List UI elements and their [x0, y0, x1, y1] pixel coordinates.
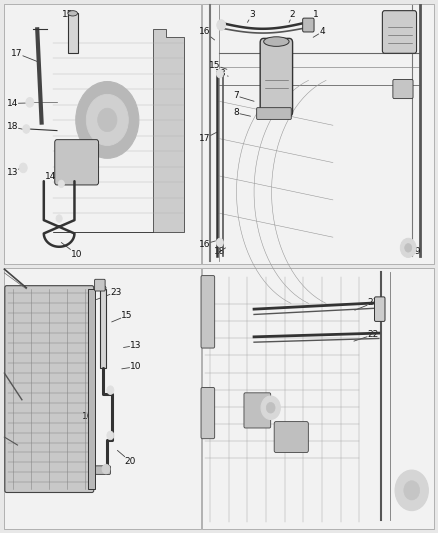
Circle shape [266, 402, 275, 413]
FancyBboxPatch shape [382, 11, 417, 53]
Circle shape [261, 396, 280, 419]
Circle shape [23, 125, 30, 133]
Circle shape [107, 386, 114, 394]
FancyBboxPatch shape [55, 140, 99, 185]
FancyBboxPatch shape [244, 393, 271, 428]
FancyBboxPatch shape [201, 276, 215, 348]
Polygon shape [53, 29, 184, 232]
Text: 24: 24 [256, 409, 268, 421]
Text: 13: 13 [124, 341, 141, 350]
Text: 4: 4 [313, 28, 325, 37]
Text: 15: 15 [62, 11, 74, 24]
Circle shape [98, 108, 117, 132]
Circle shape [395, 470, 428, 511]
FancyBboxPatch shape [303, 18, 314, 32]
FancyBboxPatch shape [202, 4, 434, 264]
FancyBboxPatch shape [274, 422, 308, 453]
Text: 21: 21 [355, 298, 379, 310]
Circle shape [216, 238, 223, 247]
FancyBboxPatch shape [4, 268, 201, 529]
Bar [88, 289, 95, 489]
Circle shape [58, 180, 64, 188]
Text: 2: 2 [289, 11, 295, 22]
FancyBboxPatch shape [4, 4, 201, 264]
Text: 17: 17 [11, 49, 39, 62]
Text: 19: 19 [403, 247, 422, 256]
FancyBboxPatch shape [257, 108, 291, 119]
Text: 5: 5 [394, 85, 410, 96]
FancyBboxPatch shape [95, 466, 110, 474]
Text: 1: 1 [311, 11, 318, 24]
Circle shape [86, 94, 128, 146]
Text: 18: 18 [215, 69, 228, 78]
Ellipse shape [264, 37, 289, 46]
Text: 14: 14 [7, 99, 33, 108]
Text: 22: 22 [354, 330, 379, 341]
Circle shape [216, 69, 223, 78]
Text: 8: 8 [233, 109, 251, 117]
FancyBboxPatch shape [202, 268, 434, 529]
FancyBboxPatch shape [201, 387, 215, 439]
Text: 3: 3 [247, 11, 255, 22]
Circle shape [400, 238, 416, 257]
Text: 14: 14 [45, 173, 57, 181]
FancyBboxPatch shape [95, 279, 105, 291]
Text: 15: 15 [112, 311, 133, 322]
FancyBboxPatch shape [260, 38, 293, 116]
Ellipse shape [68, 11, 78, 16]
Circle shape [26, 98, 34, 107]
Text: 10: 10 [61, 243, 82, 259]
Bar [68, 13, 78, 53]
Text: 10: 10 [122, 362, 141, 371]
FancyBboxPatch shape [393, 79, 413, 99]
Text: 16: 16 [199, 240, 215, 248]
Circle shape [76, 82, 139, 158]
Text: 7: 7 [233, 92, 254, 101]
Bar [100, 289, 106, 368]
Circle shape [107, 431, 114, 440]
FancyBboxPatch shape [5, 286, 94, 492]
Text: 20: 20 [117, 450, 136, 466]
Text: 15: 15 [209, 61, 227, 69]
Text: 16: 16 [199, 28, 215, 40]
Circle shape [217, 20, 226, 30]
Text: 6: 6 [394, 33, 410, 43]
Circle shape [19, 163, 27, 173]
Text: 18: 18 [214, 247, 226, 256]
Text: 13: 13 [7, 167, 23, 177]
FancyBboxPatch shape [374, 297, 385, 321]
Circle shape [102, 464, 110, 474]
Circle shape [404, 481, 420, 500]
Text: 17: 17 [199, 132, 217, 143]
Text: 23: 23 [96, 288, 122, 300]
Text: 16: 16 [82, 411, 93, 421]
Text: 18: 18 [7, 123, 24, 131]
Circle shape [405, 244, 412, 252]
Circle shape [56, 215, 62, 222]
Ellipse shape [100, 286, 106, 290]
